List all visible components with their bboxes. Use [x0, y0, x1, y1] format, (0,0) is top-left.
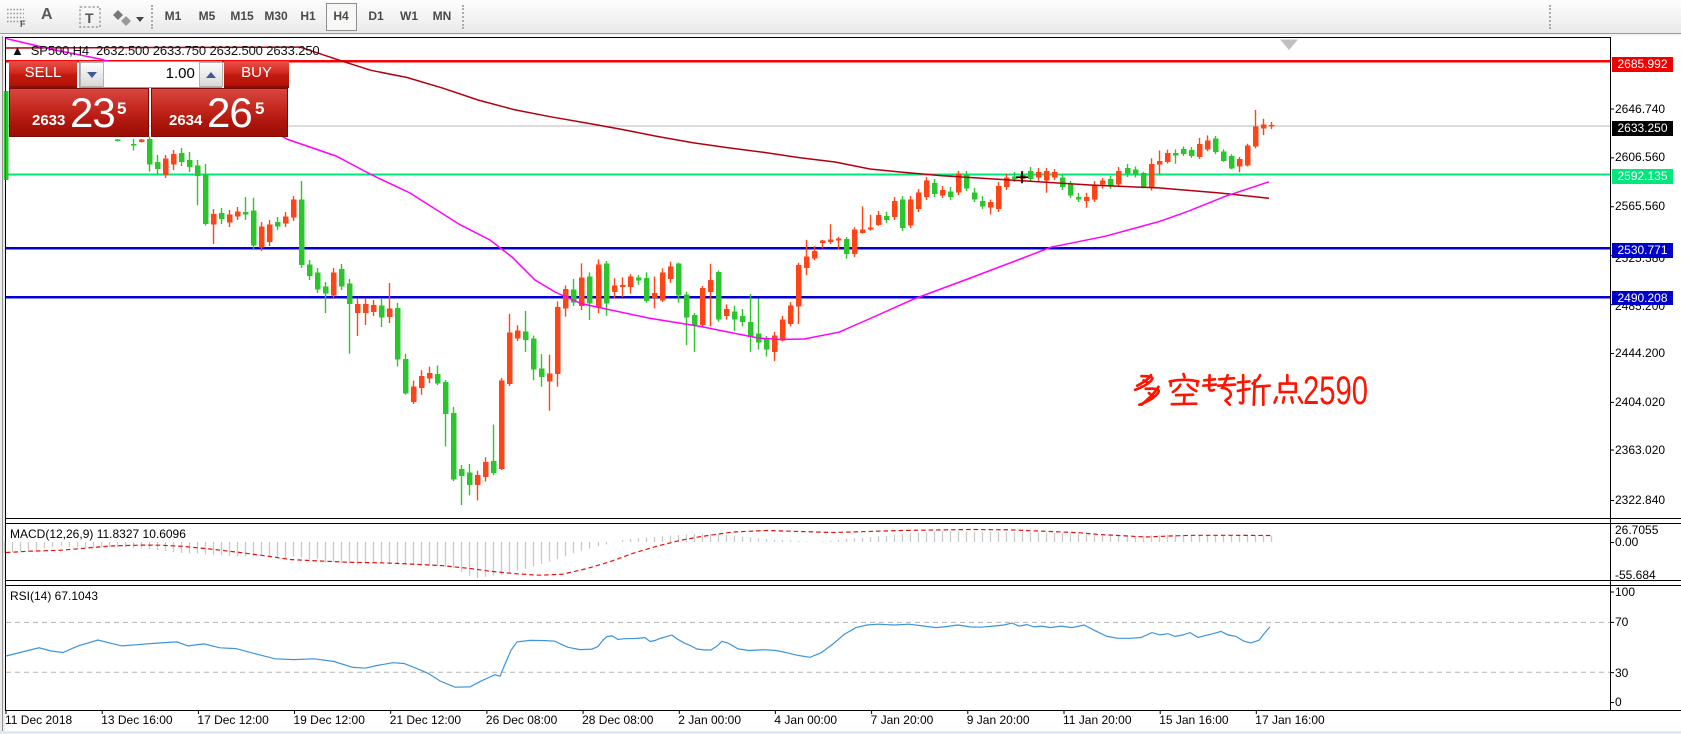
svg-text:T: T	[85, 10, 94, 26]
svg-text:F: F	[20, 19, 26, 29]
svg-text:2590: 2590	[1303, 369, 1368, 413]
